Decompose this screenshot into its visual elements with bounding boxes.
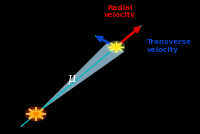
Text: μ: μ — [67, 72, 75, 85]
Polygon shape — [36, 42, 125, 114]
Circle shape — [26, 107, 46, 121]
Circle shape — [113, 45, 119, 49]
Circle shape — [32, 111, 40, 117]
Circle shape — [110, 43, 122, 51]
Text: Radial
velocity: Radial velocity — [104, 5, 136, 18]
Circle shape — [108, 41, 124, 53]
Circle shape — [28, 109, 44, 119]
Text: Transverse
velocity: Transverse velocity — [147, 40, 192, 53]
